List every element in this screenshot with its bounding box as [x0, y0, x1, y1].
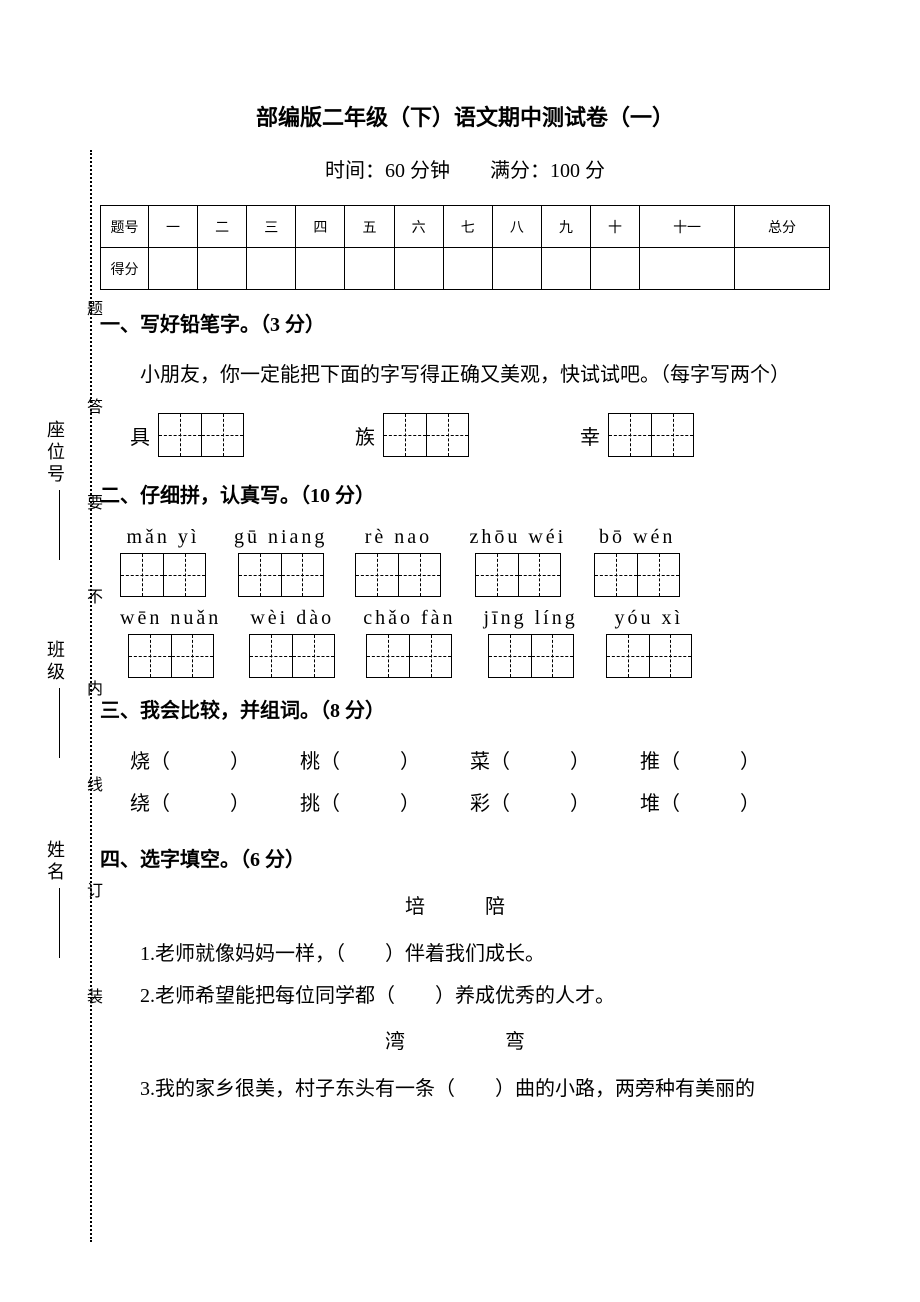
pinyin: yóu xì [614, 607, 683, 630]
q3-heading: 三、我会比较，并组词。（8 分） [100, 694, 830, 723]
q4-pair: 培 陪 [100, 890, 830, 919]
q1-row: 具 族 幸 [130, 413, 830, 457]
row-label: 得分 [101, 248, 149, 290]
tianzi-box [366, 634, 452, 678]
margin-char: 答 [80, 398, 104, 418]
q4-line: 2.老师希望能把每位同学都（ ）养成优秀的人才。 [100, 975, 830, 1017]
margin-char: 装 [80, 988, 104, 1008]
row-label: 题号 [101, 206, 149, 248]
tianzi-box [475, 553, 561, 597]
margin-char: 订 [80, 882, 104, 902]
tianzi-box [128, 634, 214, 678]
margin-char: 线 [80, 776, 104, 796]
q3-item: 堆（ ） [640, 783, 810, 825]
q3-item: 推（ ） [640, 741, 810, 783]
tianzi-box [158, 413, 244, 457]
table-row: 得分 [101, 248, 830, 290]
q1-char: 具 [130, 421, 150, 450]
q4-line: 3.我的家乡很美，村子东头有一条（ ）曲的小路，两旁种有美丽的 [100, 1068, 830, 1110]
tianzi-box [606, 634, 692, 678]
q3-item: 挑（ ） [300, 783, 470, 825]
margin-char: 不 [80, 588, 104, 608]
pinyin: wèi dào [250, 607, 334, 630]
exam-subtitle: 时间：60 分钟 满分：100 分 [100, 154, 830, 183]
margin-char: 题 [80, 300, 104, 320]
tianzi-box [594, 553, 680, 597]
binding-margin: 座位号 班级 姓名 题 答 要 不 内 线 订 装 [60, 150, 100, 1242]
q4-line: 1.老师就像妈妈一样，（ ）伴着我们成长。 [100, 933, 830, 975]
tianzi-box [383, 413, 469, 457]
q4-pair: 湾 弯 [100, 1025, 830, 1054]
q1-char: 幸 [580, 421, 600, 450]
tianzi-box [355, 553, 441, 597]
pinyin: bō wén [599, 526, 675, 549]
margin-char: 要 [80, 494, 104, 514]
tianzi-box [120, 553, 206, 597]
score-table: 题号 一 二 三 四 五 六 七 八 九 十 十一 总分 得分 [100, 205, 830, 290]
q1-char: 族 [355, 421, 375, 450]
q3-grid: 烧（ ） 桃（ ） 菜（ ） 推（ ） 绕（ ） 挑（ ） 彩（ ） 堆（ ） [130, 741, 830, 825]
tianzi-box [249, 634, 335, 678]
tianzi-box [488, 634, 574, 678]
tianzi-box [238, 553, 324, 597]
margin-label-class: 班级 [42, 640, 68, 762]
q3-item: 绕（ ） [130, 783, 300, 825]
margin-label-seat: 座位号 [42, 420, 68, 564]
q3-item: 烧（ ） [130, 741, 300, 783]
margin-char: 内 [80, 680, 104, 700]
pinyin: rè nao [365, 526, 432, 549]
pinyin: chǎo fàn [363, 607, 455, 630]
q4-heading: 四、选字填空。（6 分） [100, 843, 830, 872]
tianzi-box [608, 413, 694, 457]
q3-item: 菜（ ） [470, 741, 640, 783]
q2-heading: 二、仔细拼，认真写。（10 分） [100, 479, 830, 508]
q1-text: 小朋友，你一定能把下面的字写得正确又美观，快试试吧。（每字写两个） [100, 355, 830, 395]
q2-grid: mǎn yì gū niang rè nao zhōu wéi bō wén w… [120, 526, 830, 678]
q3-item: 桃（ ） [300, 741, 470, 783]
q1-heading: 一、写好铅笔字。（3 分） [100, 308, 830, 337]
pinyin: mǎn yì [127, 526, 200, 549]
pinyin: gū niang [234, 526, 327, 549]
margin-label-name: 姓名 [42, 840, 68, 962]
pinyin: wēn nuǎn [120, 607, 221, 630]
exam-title: 部编版二年级（下）语文期中测试卷（一） [100, 100, 830, 132]
q3-item: 彩（ ） [470, 783, 640, 825]
table-row: 题号 一 二 三 四 五 六 七 八 九 十 十一 总分 [101, 206, 830, 248]
pinyin: jīng líng [484, 607, 578, 630]
pinyin: zhōu wéi [469, 526, 566, 549]
